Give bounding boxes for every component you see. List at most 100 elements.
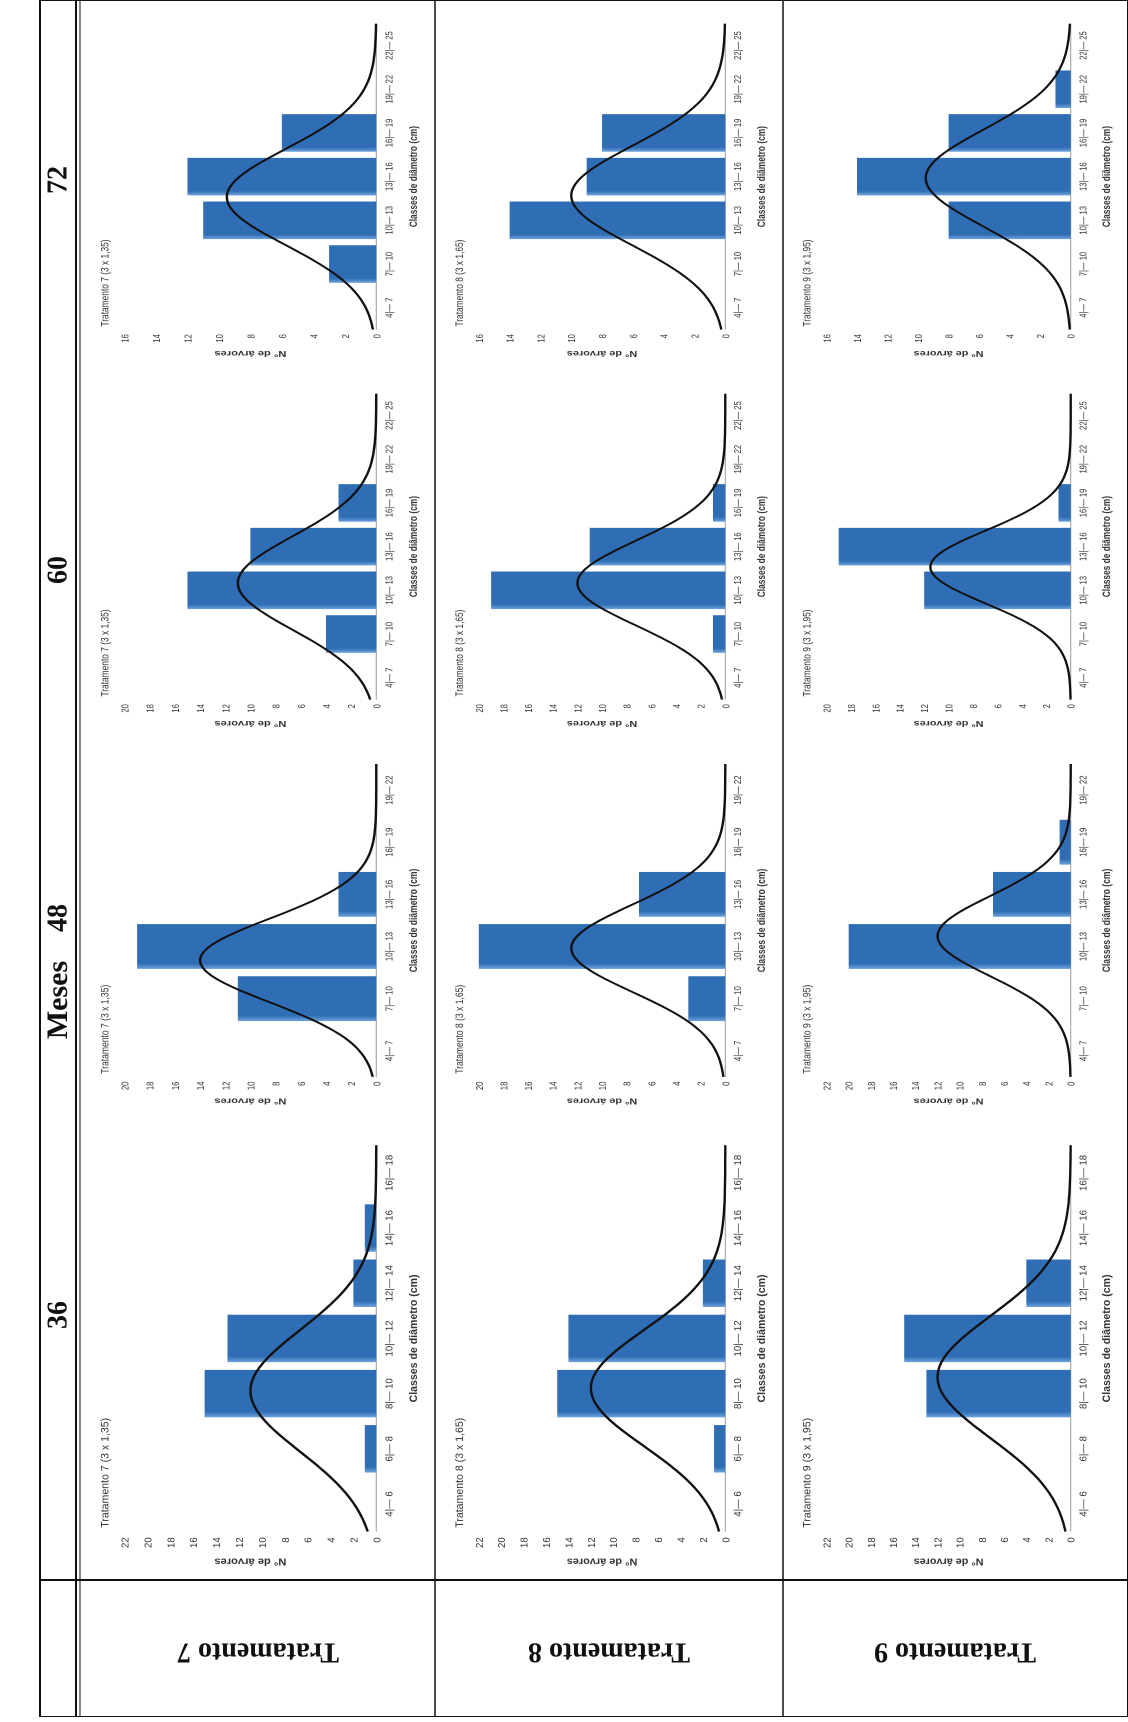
bar	[904, 1314, 1071, 1363]
y-tick-label: 6	[646, 704, 657, 708]
y-tick-label: 22	[475, 1537, 486, 1548]
y-tick-label: 6	[654, 1537, 665, 1542]
y-tick-label: 4	[1017, 704, 1028, 708]
x-axis-label: Classes de diâmetro (cm)	[1101, 126, 1113, 227]
x-tick-label: 22|— 25	[732, 401, 743, 430]
chart-9-3: Tratamento 9 (3 x 1,95) N° de árvores Clas…	[802, 23, 1113, 358]
x-tick-label: 13|— 16	[383, 532, 394, 561]
normal-curve	[249, 1145, 378, 1532]
y-tick-label: 18	[866, 1081, 877, 1090]
y-tick-label: 16	[523, 1082, 534, 1091]
y-tick-label: 10	[609, 1537, 620, 1548]
chart-title: Tratamento 9 (3 x 1,95)	[802, 609, 814, 696]
bar	[568, 1314, 726, 1363]
bar	[478, 924, 726, 969]
x-tick-label: 8|— 10	[733, 1378, 744, 1409]
x-tick-label: 7|— 10	[383, 622, 394, 646]
normal-curve	[198, 764, 378, 1078]
bar	[712, 484, 726, 522]
bar	[924, 571, 1071, 610]
y-axis-label: N° de árvores	[913, 1096, 984, 1106]
y-tick-label: 10	[956, 1537, 967, 1548]
x-tick-label: 12|— 14	[1078, 1265, 1089, 1302]
y-axis-label: N° de árvores	[567, 718, 638, 727]
bar	[602, 114, 726, 152]
y-tick-label: 14	[564, 1537, 575, 1548]
x-tick-label: 4|— 6	[733, 1491, 744, 1516]
bar	[557, 1369, 726, 1418]
chart-7-0: Tratamento 7 (3 x 1,35) N° de árvores Clas…	[99, 1145, 420, 1567]
y-tick-label: 8	[622, 1082, 633, 1086]
x-tick-label: 13|— 16	[732, 162, 743, 191]
x-tick-label: 16|— 18	[1078, 1155, 1089, 1191]
x-tick-label: 7|— 10	[732, 622, 743, 646]
x-tick-label: 22|— 25	[732, 31, 743, 60]
chart-7-2: Tratamento 7 (3 x 1,35) N° de árvores Clas…	[99, 393, 420, 728]
chart-8-0: Tratamento 8 (3 x 1,65) N° de árvores Clas…	[454, 1145, 768, 1567]
x-tick-label: 4|— 7	[1078, 668, 1089, 688]
y-tick-label: 6	[296, 1082, 307, 1086]
y-tick-label: 0	[371, 1082, 382, 1086]
y-tick-label: 18	[498, 704, 509, 713]
bar	[338, 871, 377, 917]
x-tick-label: 19|— 22	[1078, 75, 1089, 104]
x-tick-label: 13|— 16	[1078, 880, 1089, 909]
x-tick-label: 4|— 7	[383, 668, 394, 688]
x-tick-label: 7|— 10	[732, 986, 743, 1011]
x-tick-label: 16|— 19	[732, 828, 743, 857]
bar	[491, 571, 726, 610]
y-tick-label: 10	[245, 1082, 256, 1091]
y-tick-label: 8	[597, 334, 608, 338]
x-axis-label: Classes de diâmetro (cm)	[1101, 496, 1113, 597]
bar	[838, 527, 1071, 566]
month-label-60: 60	[42, 556, 73, 584]
y-tick-label: 8	[968, 704, 979, 708]
bar	[993, 871, 1071, 917]
x-axis-label: Classes de diâmetro (cm)	[408, 869, 420, 973]
chart-title: Tratamento 8 (3 x 1,65)	[454, 240, 466, 327]
bar	[187, 157, 377, 196]
table-frame	[39, 0, 1128, 1718]
y-tick-label: 18	[145, 1082, 156, 1091]
bar	[688, 976, 726, 1022]
y-tick-label: 10	[955, 1081, 966, 1090]
x-tick-label: 10|— 13	[732, 206, 743, 235]
x-tick-label: 10|— 13	[732, 576, 743, 605]
x-tick-label: 19|— 22	[384, 775, 395, 804]
bar	[227, 1314, 377, 1363]
chart-7-3: Tratamento 7 (3 x 1,35) N° de árvores Clas…	[99, 23, 420, 358]
bar	[586, 157, 726, 196]
y-tick-label: 6	[974, 334, 985, 338]
y-tick-label: 0	[720, 334, 731, 338]
y-tick-label: 10	[566, 334, 577, 343]
x-tick-label: 10|— 13	[1078, 932, 1089, 961]
y-tick-label: 12	[572, 704, 583, 713]
normal-curve	[570, 764, 727, 1077]
y-tick-label: 2	[1041, 704, 1052, 708]
bar	[250, 527, 377, 566]
y-tick-label: 12	[919, 704, 930, 713]
y-tick-label: 20	[120, 1082, 131, 1091]
x-tick-label: 4|— 7	[384, 1040, 395, 1061]
x-tick-label: 6|— 8	[1078, 1436, 1089, 1461]
x-axis-label: Classes de diâmetro (cm)	[1101, 1274, 1113, 1402]
x-tick-label: 22|— 25	[1078, 401, 1089, 430]
chart-title: Tratamento 8 (3 x 1,65)	[454, 985, 466, 1074]
x-tick-label: 16|— 19	[1078, 828, 1089, 857]
y-tick-label: 0	[720, 704, 731, 708]
y-tick-label: 10	[214, 334, 225, 342]
y-tick-label: 4	[1022, 1537, 1033, 1543]
x-tick-label: 10|— 13	[732, 932, 743, 961]
x-tick-label: 12|— 14	[384, 1265, 395, 1302]
y-tick-label: 0	[720, 1082, 731, 1086]
y-tick-label: 2	[689, 334, 700, 338]
y-tick-label: 8	[944, 334, 955, 338]
y-axis-label: N° de árvores	[567, 348, 638, 357]
x-tick-label: 19|— 22	[732, 445, 743, 474]
x-tick-label: 4|— 7	[1078, 298, 1089, 318]
x-tick-label: 19|— 22	[383, 75, 394, 104]
bar	[329, 245, 377, 283]
y-tick-label: 2	[346, 704, 357, 708]
bar	[948, 114, 1071, 152]
